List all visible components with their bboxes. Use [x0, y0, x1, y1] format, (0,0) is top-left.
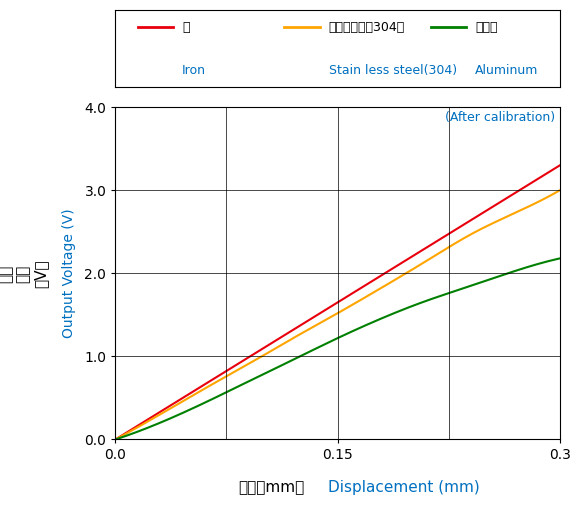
Text: Output Voltage (V): Output Voltage (V) [62, 208, 76, 338]
Text: Iron: Iron [182, 63, 206, 77]
Text: 出力
電圧
（V）: 出力 電圧 （V） [0, 259, 48, 288]
Text: Displacement (mm): Displacement (mm) [328, 480, 480, 495]
Text: ステンレス（304）: ステンレス（304） [329, 20, 405, 34]
Text: Aluminum: Aluminum [475, 63, 539, 77]
Text: Stain less steel(304): Stain less steel(304) [329, 63, 457, 77]
Text: 変位（mm）: 変位（mm） [238, 480, 304, 495]
Text: (After calibration): (After calibration) [445, 110, 555, 124]
Text: 鉄: 鉄 [182, 20, 189, 34]
Text: アルミ: アルミ [475, 20, 498, 34]
